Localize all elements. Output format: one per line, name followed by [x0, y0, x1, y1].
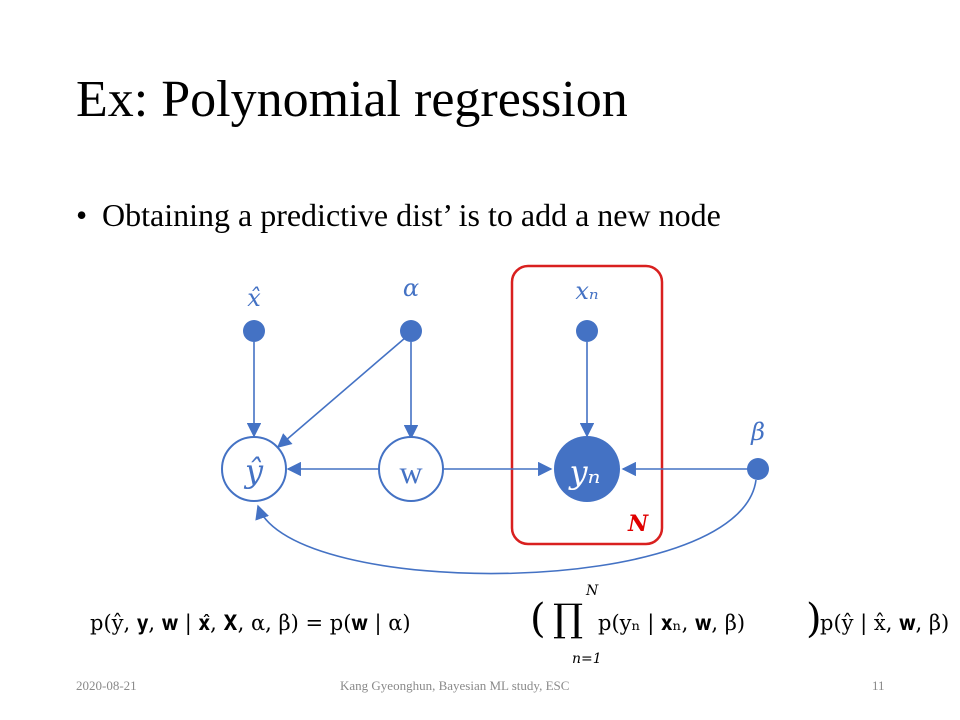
label-x-hat: x̂: [247, 284, 261, 312]
edge-beta-yhat: [255, 479, 757, 575]
bullet-text: Obtaining a predictive dist’ is to add a…: [102, 197, 721, 233]
formula-prod-upper: N: [586, 583, 599, 599]
node-alpha: [400, 320, 422, 342]
node-x-n: [576, 320, 598, 342]
bullet-item: • Obtaining a predictive dist’ is to add …: [76, 197, 721, 233]
label-y-n: yₙ: [567, 453, 600, 491]
label-y-hat: ŷ: [243, 452, 264, 490]
label-x-n: xₙ: [575, 277, 598, 305]
edge-alpha-yhat: [276, 337, 406, 448]
plate-n: [510, 264, 664, 546]
formula-lhs: p(ŷ, 𝐲, 𝐰 | 𝐱̂, 𝐗, α, β) = p(𝐰 | α): [90, 611, 411, 635]
label-w: w: [399, 454, 422, 490]
formula-prod-lower: n=1: [572, 651, 602, 667]
formula-tail: p(ŷ | x̂, 𝐰, β): [820, 611, 950, 635]
formula-prod-symbol: ∏: [553, 596, 584, 640]
slide-title: Ex: Polynomial regression: [76, 71, 628, 128]
footer-date: 2020-08-21: [76, 678, 137, 693]
node-beta: [747, 458, 769, 480]
node-w: [378, 436, 444, 502]
label-beta: β: [750, 418, 765, 446]
footer-page-number: 11: [872, 678, 885, 693]
formula-open-paren: (: [530, 596, 546, 642]
graphical-model-diagram: N x̂ α xₙ β ŷ w yₙ: [221, 264, 769, 575]
bullet-marker: •: [76, 197, 88, 233]
formula-inner: p(yₙ | 𝐱ₙ, 𝐰, β): [598, 611, 746, 635]
footer-author: Kang Gyeonghun, Bayesian ML study, ESC: [340, 678, 570, 693]
node-y-n: [554, 436, 620, 502]
joint-probability-formula: p(ŷ, 𝐲, 𝐰 | 𝐱̂, 𝐗, α, β) = p(𝐰 | α) ( N …: [90, 583, 949, 673]
formula-close-paren: ): [806, 596, 822, 642]
label-alpha: α: [403, 274, 419, 302]
node-y-hat: [221, 436, 287, 502]
plate-label: N: [627, 511, 649, 537]
node-x-hat: [243, 320, 265, 342]
